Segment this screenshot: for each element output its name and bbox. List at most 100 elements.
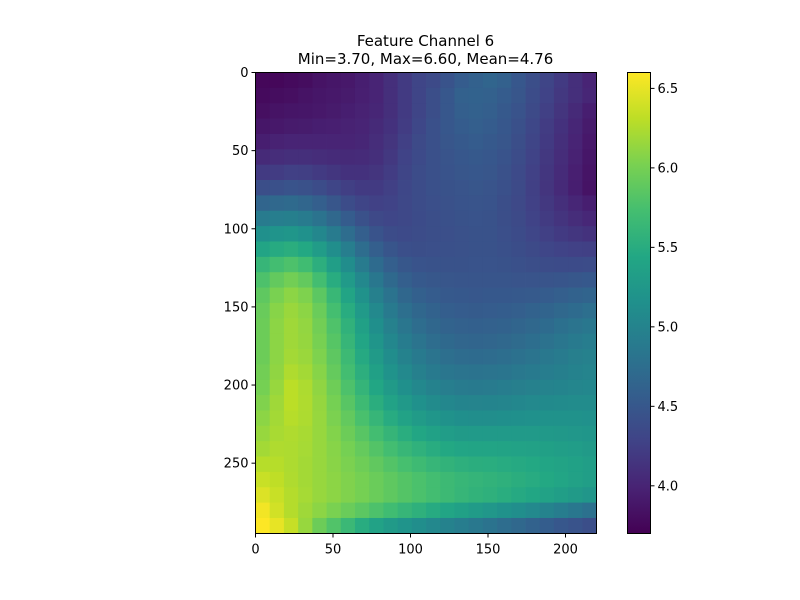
heatmap-cell [340,195,356,212]
heatmap-cell [497,72,512,89]
y-tick-label: 250 [224,457,249,472]
heatmap-cell [568,349,583,365]
heatmap-cell [397,425,413,442]
heatmap-cell [582,302,597,319]
heatmap-cell [568,149,583,166]
heatmap-cell [426,256,441,273]
heatmap-cell [411,487,427,504]
heatmap-cell [411,180,427,196]
heatmap-cell [468,502,484,519]
heatmap-cell [511,72,526,89]
heatmap-cell [426,272,441,288]
heatmap-cell [312,195,327,212]
heatmap-cell [283,195,299,212]
heatmap-cell [411,256,427,273]
heatmap-cell [440,487,455,504]
heatmap-cell [497,195,512,212]
heatmap-cell [298,272,313,288]
heatmap-cell [354,349,370,365]
heatmap-cell [326,241,342,258]
heatmap-cell [582,133,597,150]
heatmap-cell [312,210,327,227]
heatmap-cell [369,364,384,381]
heatmap-cell [525,195,541,212]
heatmap-cell [553,517,569,534]
heatmap-cell [482,180,498,196]
heatmap-cell [397,133,413,150]
heatmap-cell [255,502,271,519]
heatmap-cell [426,395,441,411]
heatmap-cell [525,87,541,104]
heatmap-cell [269,210,285,227]
heatmap-cell [440,133,455,150]
chart-title-line-1: Feature Channel 6 [357,32,494,50]
heatmap-cell [312,118,327,135]
heatmap-cell [539,395,555,411]
heatmap-cell [383,87,399,104]
heatmap-cell [283,226,299,242]
heatmap-cell [525,272,541,288]
heatmap-cell [454,333,470,350]
heatmap-cell [255,241,271,258]
heatmap-cell [482,302,498,319]
heatmap-cell [497,210,512,227]
heatmap-cell [411,226,427,242]
heatmap-cell [269,471,285,488]
heatmap-cell [326,441,342,457]
heatmap-cell [397,210,413,227]
heatmap-cell [283,364,299,381]
heatmap-cell [582,149,597,166]
heatmap-cell [511,318,526,335]
heatmap-cell [383,471,399,488]
heatmap-cell [397,241,413,258]
heatmap-cell [340,210,356,227]
heatmap-cell [482,333,498,350]
heatmap-cell [454,364,470,381]
heatmap-cell [283,318,299,335]
heatmap-cell [426,149,441,166]
heatmap-cell [568,410,583,427]
heatmap-cell [497,456,512,473]
heatmap-cell [454,487,470,504]
heatmap-cell [511,256,526,273]
heatmap-cell [354,118,370,135]
heatmap-cell [255,72,271,89]
heatmap-cell [539,333,555,350]
heatmap-cell [582,487,597,504]
heatmap-cell [340,180,356,196]
heatmap-cell [568,272,583,288]
heatmap-cell [525,180,541,196]
heatmap-cell [354,87,370,104]
heatmap-cell [369,241,384,258]
heatmap-cell [468,364,484,381]
x-tick-label: 150 [476,543,501,558]
heatmap-cell [482,226,498,242]
heatmap-cell [340,302,356,319]
heatmap-cell [497,287,512,304]
heatmap-cell [426,287,441,304]
heatmap-cell [383,425,399,442]
heatmap-cell [553,256,569,273]
heatmap-cell [255,333,271,350]
heatmap-cell [369,517,384,534]
heatmap-cell [497,379,512,396]
heatmap-cell [511,425,526,442]
heatmap-cell [283,272,299,288]
heatmap-cell [539,195,555,212]
heatmap-cell [468,164,484,181]
plot-frame [255,72,597,534]
heatmap-cell [255,133,271,150]
heatmap-cell [426,517,441,534]
heatmap-cell [255,318,271,335]
heatmap-cell [426,180,441,196]
heatmap-cell [582,349,597,365]
heatmap-cell [440,441,455,457]
heatmap-cell [539,302,555,319]
heatmap-cell [411,395,427,411]
heatmap-cell [340,318,356,335]
heatmap-cell [426,364,441,381]
heatmap-cell [326,180,342,196]
heatmap-cell [454,118,470,135]
heatmap-cell [354,133,370,150]
heatmap-cell [369,302,384,319]
